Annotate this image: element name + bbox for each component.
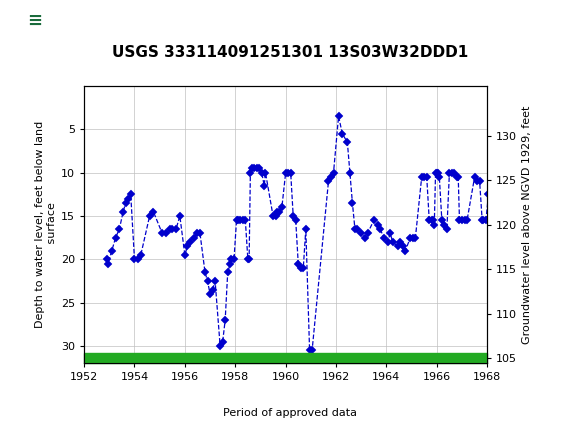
Y-axis label: Groundwater level above NGVD 1929, feet: Groundwater level above NGVD 1929, feet <box>521 105 531 344</box>
Text: USGS: USGS <box>72 12 128 29</box>
Bar <box>9 5 61 36</box>
Text: USGS 333114091251301 13S03W32DDD1: USGS 333114091251301 13S03W32DDD1 <box>112 45 468 60</box>
Bar <box>84 353 487 363</box>
Text: ≡: ≡ <box>27 12 42 29</box>
Y-axis label: Depth to water level, feet below land
 surface: Depth to water level, feet below land su… <box>35 121 57 328</box>
Text: Period of approved data: Period of approved data <box>223 408 357 418</box>
